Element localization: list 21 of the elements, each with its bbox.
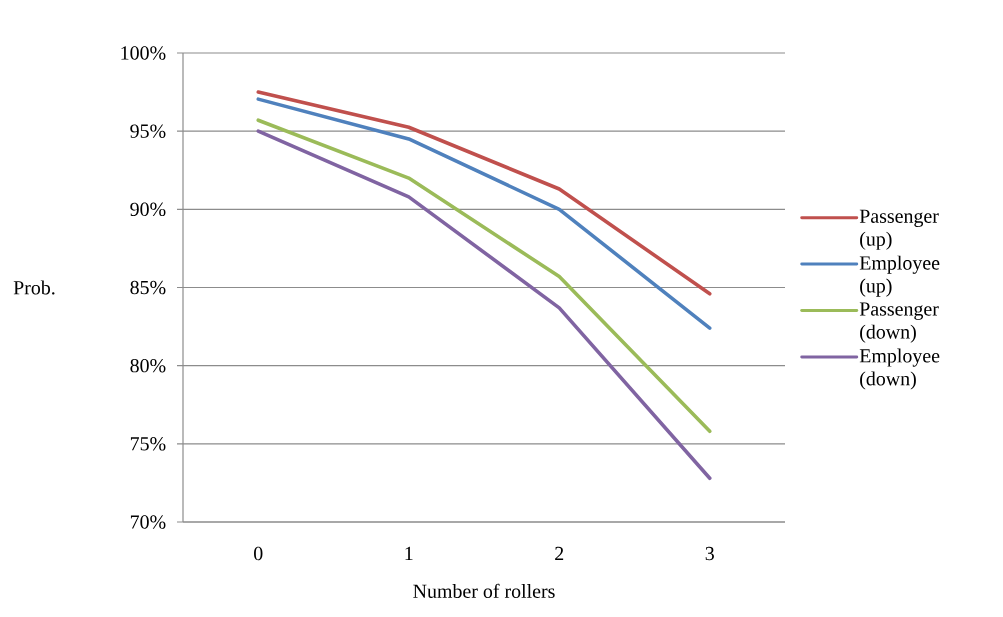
legend-label: Employee (up) [859, 255, 940, 297]
x-tick-label: 2 [555, 546, 564, 561]
line-series [256, 97, 712, 330]
x-tick-label: 3 [705, 546, 714, 561]
x-tick-label: 1 [405, 546, 413, 560]
legend-label: Employee (down) [859, 348, 940, 390]
line-series [256, 90, 712, 296]
x-axis-title: Number of rollers [413, 583, 555, 598]
y-tick-label: 85% [130, 280, 166, 295]
y-tick-label: 95% [130, 124, 166, 138]
y-tick-label: 75% [130, 437, 166, 451]
line-series [256, 129, 712, 481]
legend-label: Passenger (up) [859, 209, 939, 250]
y-tick-label: 70% [130, 515, 166, 529]
y-tick-label: 100% [121, 46, 166, 60]
line-series [256, 118, 712, 434]
y-axis-title: Prob. [13, 280, 55, 295]
legend-label: Passenger (down) [859, 302, 939, 343]
y-tick-label: 90% [130, 202, 166, 217]
x-tick-label: 0 [254, 546, 263, 561]
y-tick-label: 80% [130, 358, 166, 373]
